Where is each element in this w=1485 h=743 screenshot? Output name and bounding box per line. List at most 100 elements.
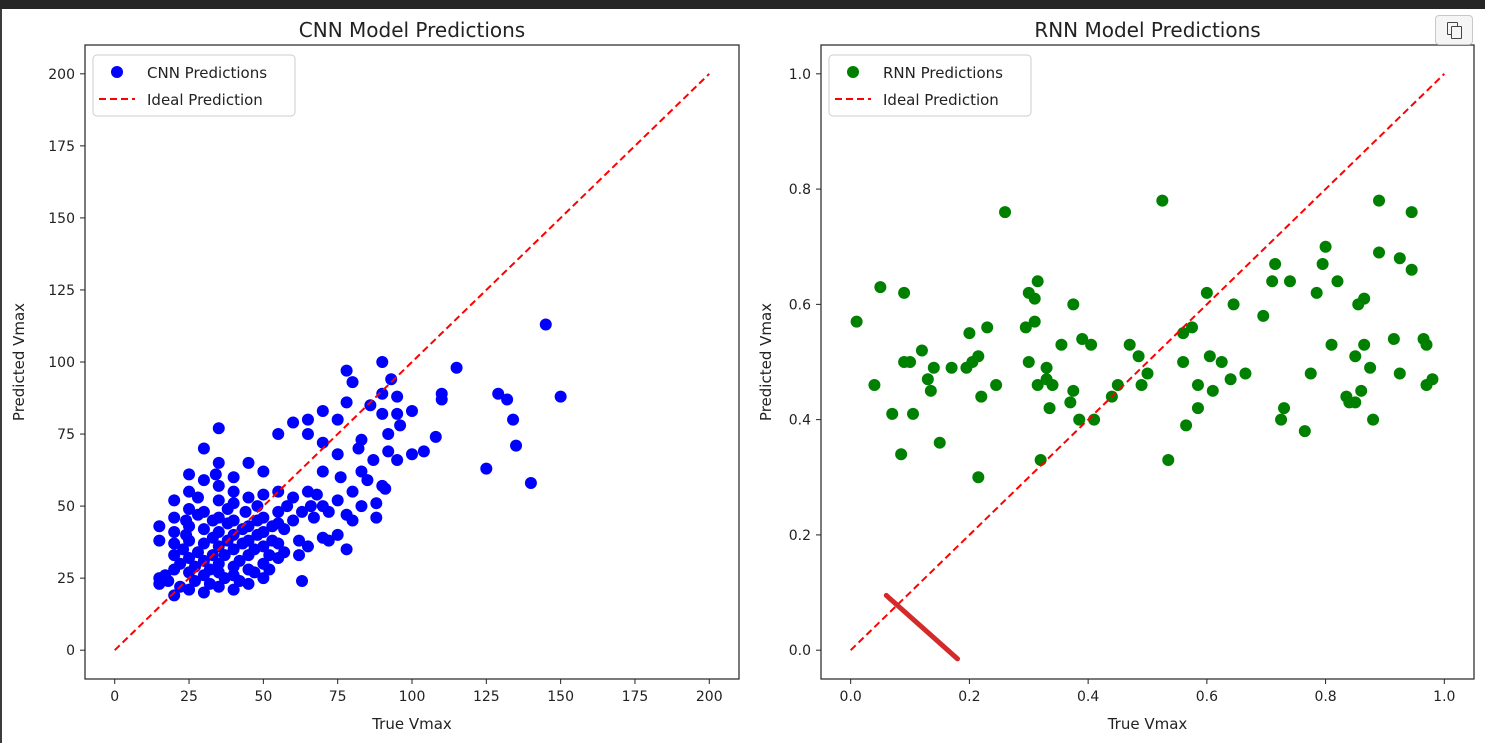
data-point bbox=[197, 554, 210, 567]
data-point bbox=[183, 551, 196, 564]
data-point bbox=[1224, 373, 1237, 386]
x-tick-label: 0.0 bbox=[840, 689, 862, 705]
data-point bbox=[183, 520, 196, 533]
data-point bbox=[257, 540, 270, 553]
x-tick-label: 200 bbox=[696, 689, 723, 705]
data-point bbox=[1283, 275, 1296, 288]
data-point bbox=[1278, 402, 1291, 415]
data-point bbox=[355, 433, 368, 446]
data-point bbox=[379, 482, 392, 495]
data-point bbox=[1426, 373, 1439, 386]
data-point bbox=[1269, 258, 1282, 271]
data-point bbox=[346, 376, 359, 389]
data-point bbox=[975, 390, 988, 403]
data-point bbox=[227, 583, 240, 596]
left-edge bbox=[0, 9, 2, 743]
data-point bbox=[1028, 315, 1041, 328]
x-tick-label: 0 bbox=[110, 689, 119, 705]
data-point bbox=[168, 511, 181, 524]
data-point bbox=[281, 500, 294, 513]
data-point bbox=[501, 393, 514, 406]
data-point bbox=[554, 390, 567, 403]
x-tick-label: 0.8 bbox=[1314, 689, 1336, 705]
data-point bbox=[316, 436, 329, 449]
data-point bbox=[183, 468, 196, 481]
data-point bbox=[1215, 356, 1228, 368]
data-point bbox=[227, 485, 240, 498]
data-point bbox=[322, 534, 335, 547]
data-point bbox=[1177, 327, 1190, 340]
data-point bbox=[1028, 292, 1041, 305]
data-point bbox=[227, 497, 240, 510]
y-tick-label: 200 bbox=[48, 67, 75, 83]
data-point bbox=[346, 485, 359, 498]
data-point bbox=[183, 583, 196, 596]
axes-frame bbox=[84, 44, 740, 680]
data-point bbox=[907, 407, 920, 420]
data-point bbox=[895, 448, 908, 461]
legend-box bbox=[828, 54, 1032, 117]
data-point bbox=[331, 413, 344, 426]
data-point bbox=[385, 373, 398, 386]
data-point bbox=[346, 514, 359, 527]
data-point bbox=[450, 361, 463, 374]
data-point bbox=[1298, 425, 1311, 438]
data-point bbox=[257, 511, 270, 524]
x-tick-label: 175 bbox=[622, 689, 649, 705]
data-point bbox=[212, 494, 225, 507]
ideal-prediction-line bbox=[849, 73, 1446, 651]
data-point bbox=[278, 546, 291, 559]
copy-icon bbox=[1447, 22, 1462, 39]
y-axis-label: Predicted Vmax bbox=[10, 303, 28, 421]
data-point bbox=[1031, 275, 1044, 288]
copy-button[interactable] bbox=[1435, 15, 1473, 45]
legend-marker bbox=[111, 66, 123, 78]
data-point bbox=[1239, 367, 1252, 380]
data-point bbox=[183, 534, 196, 547]
y-tick-label: 1.0 bbox=[789, 67, 811, 83]
y-tick-label: 0 bbox=[66, 643, 75, 659]
data-point bbox=[191, 546, 204, 559]
legend-label: Ideal Prediction bbox=[147, 91, 263, 109]
data-point bbox=[1162, 453, 1175, 466]
data-point bbox=[174, 557, 187, 570]
data-point bbox=[212, 422, 225, 435]
data-point bbox=[1022, 356, 1035, 368]
data-point bbox=[301, 428, 314, 441]
x-tick-label: 75 bbox=[329, 689, 347, 705]
data-point bbox=[287, 416, 300, 429]
data-point bbox=[963, 327, 976, 340]
y-tick-label: 0.0 bbox=[789, 643, 811, 659]
y-tick-label: 0.4 bbox=[789, 413, 811, 429]
data-point bbox=[376, 407, 389, 420]
data-point bbox=[435, 387, 448, 400]
data-point bbox=[168, 494, 181, 507]
data-point bbox=[340, 543, 353, 556]
data-point bbox=[1123, 338, 1136, 351]
data-point bbox=[355, 465, 368, 478]
data-point bbox=[382, 445, 395, 458]
data-point bbox=[212, 526, 225, 539]
data-point bbox=[391, 390, 404, 403]
data-point bbox=[1257, 309, 1270, 322]
data-point bbox=[272, 537, 285, 550]
data-point bbox=[263, 563, 276, 576]
data-point bbox=[524, 477, 537, 490]
data-point bbox=[242, 534, 255, 547]
data-point bbox=[340, 396, 353, 409]
data-point bbox=[1132, 350, 1145, 363]
data-point bbox=[212, 557, 225, 570]
data-point bbox=[1405, 263, 1418, 276]
y-tick-label: 100 bbox=[48, 355, 75, 371]
data-point bbox=[233, 554, 246, 567]
data-point bbox=[239, 505, 252, 518]
data-point bbox=[301, 540, 314, 553]
data-point bbox=[251, 500, 264, 513]
data-point bbox=[1200, 286, 1213, 299]
data-point bbox=[510, 439, 523, 452]
data-point bbox=[257, 488, 270, 501]
data-point bbox=[162, 575, 175, 588]
data-point bbox=[153, 520, 166, 533]
data-point bbox=[382, 428, 395, 441]
data-point bbox=[296, 575, 309, 588]
